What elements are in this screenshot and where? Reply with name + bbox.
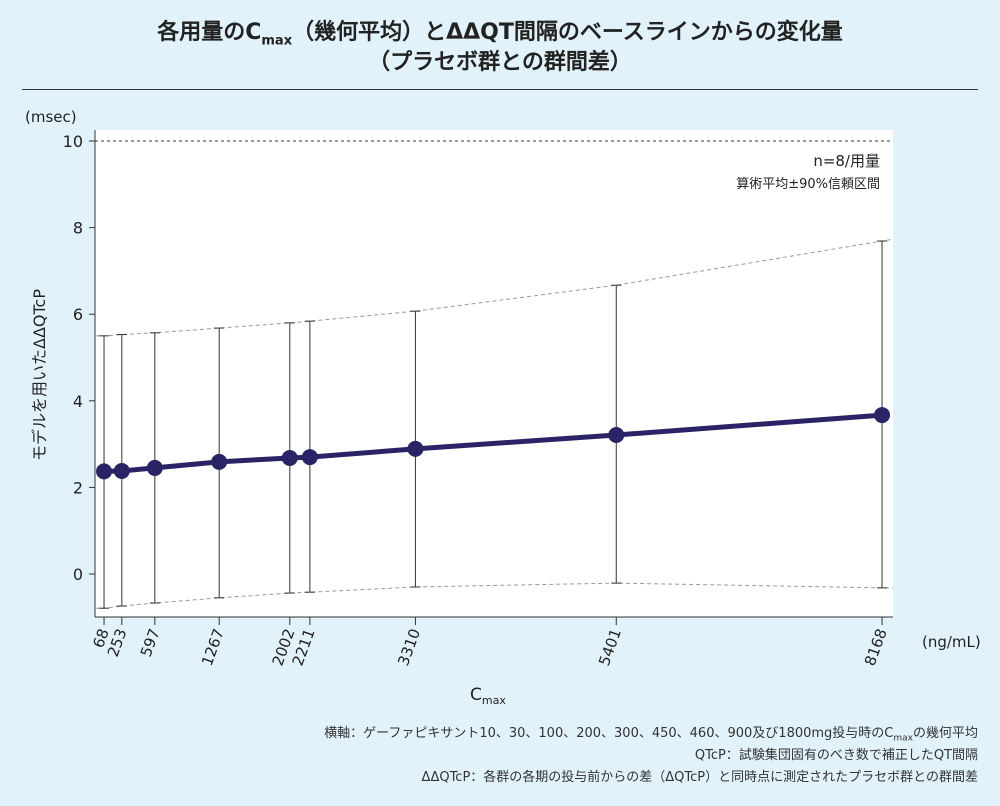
mean-point — [113, 462, 130, 479]
y-tick-label: 0 — [73, 565, 83, 584]
x-tick-label: 1267 — [198, 626, 228, 668]
x-tick-label: 3310 — [394, 626, 424, 668]
legend-n: n=8/用量 — [813, 152, 880, 170]
x-unit-label: (ng/mL) — [922, 633, 981, 651]
footnote-xaxis: 横軸：ゲーファピキサント10、30、100、200、300、450、460、90… — [324, 726, 978, 744]
chart-title-line2: （プラセボ群との群間差） — [368, 50, 632, 75]
title-divider — [22, 89, 978, 90]
footnote-ddqtcp: ΔΔQTcP：各群の各期の投与前からの差（ΔQTcP）と同時点に測定されたプラセ… — [421, 770, 978, 785]
mean-point — [608, 427, 625, 444]
footnote-qtcp: QTcP：試験集団固有のべき数で補正したQT間隔 — [694, 748, 978, 763]
y-tick-label: 6 — [73, 305, 83, 324]
ci-lower-band — [95, 582, 894, 609]
x-tick-label: 5401 — [595, 626, 625, 668]
mean-point — [301, 449, 318, 466]
x-tick-label: 8168 — [861, 626, 891, 668]
mean-point — [874, 407, 891, 424]
mean-point — [211, 453, 228, 470]
mean-point — [281, 449, 298, 466]
legend-stat: 算術平均±90%信頼区間 — [736, 177, 880, 192]
mean-point — [146, 459, 163, 476]
mean-point — [407, 440, 424, 457]
x-tick-label: 597 — [137, 626, 164, 659]
x-tick-label: 68 — [89, 626, 112, 650]
y-unit-label: (msec) — [25, 108, 77, 126]
y-tick-label: 8 — [73, 219, 83, 238]
y-axis-label: モデルを用いたΔΔQTcP — [30, 289, 49, 461]
chart-title-line1: 各用量のCmax（幾何平均）とΔΔQT間隔のベースラインからの変化量 — [157, 20, 843, 49]
plot-background — [95, 130, 893, 617]
y-tick-label: 2 — [73, 478, 83, 497]
y-tick-label: 10 — [63, 132, 83, 151]
y-tick-label: 4 — [73, 392, 83, 411]
mean-point — [96, 463, 113, 480]
x-axis-label: Cmax — [470, 685, 506, 707]
